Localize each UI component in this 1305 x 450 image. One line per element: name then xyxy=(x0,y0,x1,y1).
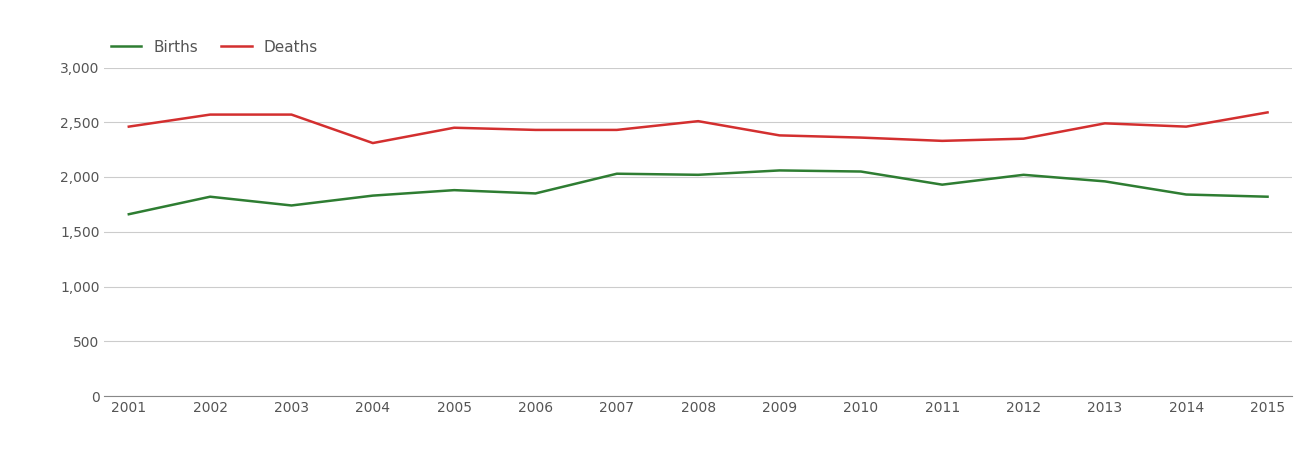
Line: Births: Births xyxy=(129,171,1267,214)
Deaths xyxy=(365,140,381,146)
Births xyxy=(853,169,869,174)
Line: Deaths: Deaths xyxy=(129,112,1267,143)
Deaths xyxy=(771,133,787,138)
Deaths xyxy=(1259,110,1275,115)
Births xyxy=(1098,179,1113,184)
Deaths xyxy=(853,135,869,140)
Births xyxy=(527,191,543,196)
Deaths xyxy=(690,118,706,124)
Deaths xyxy=(1015,136,1031,141)
Deaths xyxy=(446,125,462,130)
Births xyxy=(1259,194,1275,199)
Births xyxy=(934,182,950,187)
Births xyxy=(690,172,706,177)
Deaths xyxy=(527,127,543,133)
Births xyxy=(202,194,218,199)
Deaths xyxy=(609,127,625,133)
Births xyxy=(446,188,462,193)
Deaths xyxy=(202,112,218,117)
Deaths xyxy=(1098,121,1113,126)
Births xyxy=(771,168,787,173)
Deaths xyxy=(283,112,299,117)
Births xyxy=(121,212,137,217)
Births xyxy=(1015,172,1031,177)
Births xyxy=(609,171,625,176)
Births xyxy=(283,203,299,208)
Births xyxy=(1178,192,1194,197)
Deaths xyxy=(934,138,950,144)
Deaths xyxy=(1178,124,1194,129)
Legend: Births, Deaths: Births, Deaths xyxy=(104,34,324,61)
Deaths xyxy=(121,124,137,129)
Births xyxy=(365,193,381,198)
